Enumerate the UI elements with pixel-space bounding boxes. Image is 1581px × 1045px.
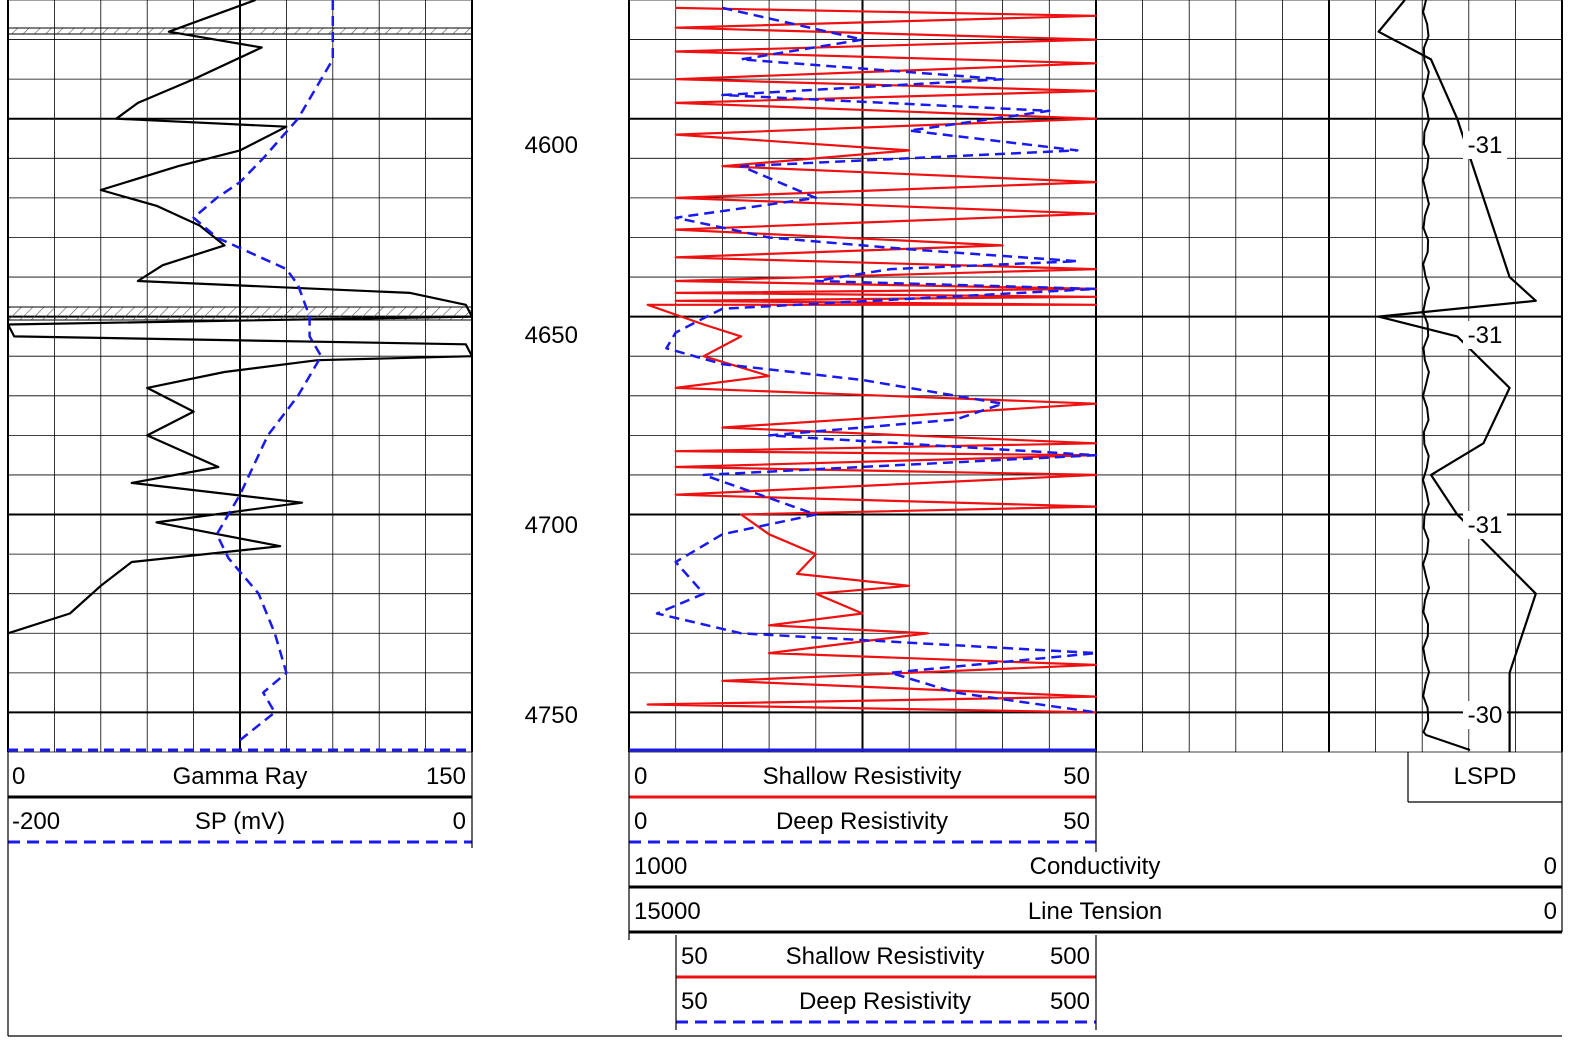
shallow-res-bu-max: 500 — [1050, 943, 1090, 970]
header-deep-resistivity: 0 Deep Resistivity 50 — [629, 808, 1096, 842]
depth-label-4650: 4650 — [525, 322, 578, 349]
curve-deep-resistivity — [657, 8, 1096, 713]
depth-label-4750: 4750 — [525, 702, 578, 729]
conductivity-min: 1000 — [634, 853, 687, 880]
header-conductivity: 1000 Conductivity 0 — [629, 853, 1562, 887]
shallow-res-name: Shallow Resistivity — [763, 763, 962, 790]
lspd-name: LSPD — [1454, 763, 1517, 790]
header-line-tension: 15000 Line Tension 0 — [629, 898, 1562, 932]
conductivity-max: 0 — [1544, 853, 1557, 880]
gamma-ray-name: Gamma Ray — [173, 763, 308, 790]
deep-res-min: 0 — [634, 808, 647, 835]
sp-name: SP (mV) — [195, 808, 285, 835]
hatched-band-1 — [8, 28, 472, 34]
sp-min: -200 — [12, 808, 60, 835]
header-gamma-ray: 0 Gamma Ray 150 — [8, 763, 472, 797]
header-lspd: LSPD — [1454, 763, 1517, 790]
lspd-label-2: -31 — [1468, 322, 1503, 349]
lspd-label-1: -31 — [1468, 132, 1503, 159]
shallow-res-bu-name: Shallow Resistivity — [786, 943, 985, 970]
log-curves — [8, 0, 1536, 752]
gamma-ray-max: 150 — [426, 763, 466, 790]
depth-label-4600: 4600 — [525, 132, 578, 159]
shallow-res-max: 50 — [1063, 763, 1090, 790]
header-deep-resistivity-backup: 50 Deep Resistivity 500 — [676, 988, 1096, 1022]
depth-label-4700: 4700 — [525, 512, 578, 539]
scale-labels: 4600 4650 4700 4750 -31 -31 -31 -30 — [525, 131, 1507, 729]
curve-lspd — [1379, 0, 1536, 752]
line-tension-min: 15000 — [634, 898, 701, 925]
sp-max: 0 — [453, 808, 466, 835]
header-shallow-resistivity-backup: 50 Shallow Resistivity 500 — [676, 943, 1096, 977]
header-shallow-resistivity: 0 Shallow Resistivity 50 — [629, 763, 1096, 797]
lspd-label-3: -31 — [1468, 512, 1503, 539]
deep-res-name: Deep Resistivity — [776, 808, 948, 835]
track-grid — [8, 0, 1562, 752]
deep-res-bu-min: 50 — [681, 988, 708, 1015]
curve-headers: 0 Gamma Ray 150 -200 SP (mV) 0 0 Shallow… — [8, 752, 1562, 1036]
shallow-res-bu-min: 50 — [681, 943, 708, 970]
shallow-res-min: 0 — [634, 763, 647, 790]
line-tension-name: Line Tension — [1028, 898, 1162, 925]
conductivity-name: Conductivity — [1030, 853, 1161, 880]
header-sp: -200 SP (mV) 0 — [8, 808, 472, 842]
lspd-baseline-trace — [1423, 0, 1470, 750]
deep-res-max: 50 — [1063, 808, 1090, 835]
deep-res-bu-max: 500 — [1050, 988, 1090, 1015]
deep-res-bu-name: Deep Resistivity — [799, 988, 971, 1015]
gamma-ray-min: 0 — [12, 763, 25, 790]
curve-sp-mv — [194, 0, 333, 740]
lspd-label-4: -30 — [1468, 702, 1503, 729]
line-tension-max: 0 — [1544, 898, 1557, 925]
